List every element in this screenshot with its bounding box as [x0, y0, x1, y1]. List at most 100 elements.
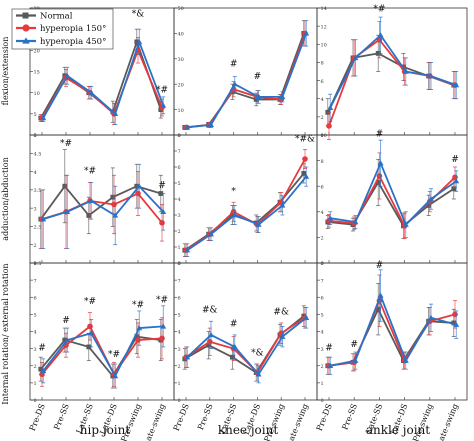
data-point-hyperopia-150-hip-rot-4 — [135, 337, 141, 343]
y-tick-label-ankle-add-1: 2 — [321, 236, 324, 242]
y-tick-label-hip-rot-1: 1 — [34, 381, 37, 387]
data-point-normal-hip-add-3 — [110, 194, 116, 200]
data-point-normal-ankle-rot-2 — [375, 306, 381, 312]
data-point-hyperopia-450-knee-flex-0 — [184, 124, 191, 130]
data-point-hyperopia-450-ankle-rot-0 — [327, 362, 334, 368]
series-hyperopia-450-ankle-rot — [327, 269, 460, 375]
data-point-normal-hip-add-2 — [86, 213, 92, 218]
significance-label-ankle-flex-0: *# — [373, 5, 385, 15]
y-tick-label-knee-rot-6: 6 — [178, 295, 181, 301]
data-point-hyperopia-450-ankle-flex-5 — [453, 82, 460, 88]
y-tick-label-hip-add-0: 1.5 — [34, 261, 42, 267]
data-point-hyperopia-450-knee-rot-4 — [279, 333, 286, 339]
data-point-hyperopia-450-knee-flex-1 — [208, 121, 214, 128]
data-point-hyperopia-450-hip-add-0 — [40, 216, 47, 222]
data-point-normal-knee-rot-1 — [206, 342, 211, 348]
significance-label-hip-flex-0: *& — [132, 9, 145, 19]
data-point-hyperopia-150-ankle-rot-5 — [452, 311, 458, 318]
data-point-normal-hip-rot-0 — [38, 366, 44, 372]
column-label-ankle: ankle joint — [366, 423, 430, 437]
y-tick-label-hip-add-6: 4.5 — [34, 151, 42, 157]
y-tick-label-ankle-flex-2: 4 — [321, 97, 324, 103]
y-tick-label-ankle-flex-1: 2 — [321, 115, 324, 121]
legend-label-normal: Normal — [40, 12, 73, 22]
y-tick-label-ankle-flex-0: 0 — [321, 133, 324, 139]
data-point-hyperopia-150-ankle-add-5 — [452, 174, 458, 181]
y-tick-layer: 05101520253001020304050024681012141.522.… — [28, 6, 460, 441]
data-point-normal-knee-add-5 — [301, 171, 307, 176]
y-tick-label-knee-rot-5: 5 — [178, 313, 181, 319]
y-tick-label-hip-rot-8: 8 — [34, 261, 37, 267]
x-tick-label-knee-rot-1: Pre-SS — [196, 402, 215, 431]
data-point-hyperopia-450-knee-flex-2 — [231, 81, 238, 87]
significance-label-ankle-rot-2: # — [376, 261, 384, 271]
row-label-rotation: Internal rotation/ external rotation — [1, 263, 10, 404]
series-line-hyperopia-450-hip-rot — [42, 325, 164, 377]
y-tick-label-ankle-rot-0: 0 — [321, 398, 324, 404]
data-point-hyperopia-150-knee-add-5 — [302, 156, 308, 162]
y-tick-label-ankle-flex-4: 8 — [321, 61, 324, 67]
y-tick-label-hip-add-5: 4 — [34, 170, 37, 176]
y-tick-label-hip-rot-0: 0 — [34, 398, 37, 404]
data-point-normal-knee-flex-3 — [253, 97, 259, 102]
data-point-hyperopia-450-ankle-rot-4 — [428, 314, 434, 320]
data-point-hyperopia-450-ankle-rot-5 — [453, 321, 460, 327]
significance-label-hip-rot-0: # — [38, 343, 46, 353]
series-line-normal-ankle-rot — [327, 308, 454, 367]
significance-label-knee-rot-2: *& — [251, 348, 264, 358]
series-line-normal-knee-flex — [184, 33, 305, 129]
data-point-hyperopia-450-hip-flex-2 — [88, 89, 95, 95]
data-point-normal-hip-add-5 — [158, 191, 164, 196]
data-point-hyperopia-450-ankle-rot-3 — [402, 357, 409, 363]
legend-label-hyperopia-150: hyperopia 150° — [40, 24, 106, 34]
annotation-layer: *& *# # # *# *# *# # * *#& # # # # *# *# *# *# #& # *& #& # # # — [38, 5, 459, 361]
y-tick-label-hip-rot-3: 3 — [34, 347, 37, 353]
x-tick-label-hip-rot-5: Late-swing — [142, 402, 167, 441]
significance-label-hip-rot-3: *# — [108, 350, 120, 360]
data-point-hyperopia-450-knee-rot-5 — [303, 314, 310, 320]
series-normal-knee-add — [182, 163, 307, 257]
y-tick-label-ankle-add-5: 10 — [321, 133, 327, 139]
y-tick-label-hip-add-1: 2 — [34, 243, 37, 249]
data-point-hyperopia-450-knee-add-4 — [279, 202, 286, 208]
data-point-hyperopia-450-hip-rot-1 — [64, 337, 71, 343]
series-line-hyperopia-150-knee-rot — [185, 317, 306, 374]
series-line-hyperopia-450-ankle-add — [330, 162, 457, 226]
series-line-normal-knee-rot — [184, 315, 305, 374]
series-line-normal-ankle-flex — [326, 52, 455, 113]
y-tick-label-knee-rot-7: 7 — [178, 278, 181, 284]
y-tick-label-hip-flex-3: 15 — [34, 70, 40, 76]
data-point-normal-hip-add-4 — [134, 183, 140, 189]
data-point-hyperopia-450-ankle-add-5 — [453, 178, 460, 184]
significance-label-knee-rot-0: #& — [202, 306, 218, 316]
y-tick-label-knee-add-4: 4 — [178, 197, 181, 203]
series-hyperopia-450-ankle-add — [327, 139, 460, 238]
data-point-hyperopia-450-hip-flex-0 — [40, 115, 47, 121]
series-line-hyperopia-450-knee-rot — [186, 317, 307, 376]
series-hyperopia-450-knee-add — [184, 166, 310, 257]
y-tick-label-ankle-add-2: 4 — [321, 210, 324, 216]
column-label-knee: knee joint — [218, 423, 279, 437]
series-line-hyperopia-450-knee-add — [186, 176, 307, 251]
series-line-hyperopia-150-hip-rot — [41, 325, 163, 376]
significance-label-hip-flex-1: *# — [156, 86, 168, 96]
y-tick-label-ankle-rot-2: 2 — [321, 364, 324, 370]
significance-label-hip-rot-5: *# — [156, 295, 168, 305]
data-point-hyperopia-150-hip-add-5 — [159, 219, 165, 226]
panel-frame-knee-flex — [173, 7, 318, 136]
y-tick-label-hip-rot-2: 2 — [34, 364, 37, 370]
data-point-hyperopia-450-hip-add-1 — [64, 208, 71, 214]
data-point-normal-ankle-add-2 — [375, 179, 381, 185]
y-tick-label-ankle-rot-7: 7 — [321, 278, 324, 284]
significance-label-hip-add-2: # — [158, 181, 166, 191]
data-point-hyperopia-450-knee-add-3 — [255, 221, 262, 227]
data-point-hyperopia-450-ankle-flex-4 — [428, 73, 434, 79]
data-point-hyperopia-450-knee-add-5 — [303, 173, 310, 179]
data-point-hyperopia-450-knee-rot-1 — [208, 331, 214, 338]
data-point-hyperopia-450-hip-flex-5 — [160, 102, 167, 108]
y-tick-label-knee-rot-1: 1 — [178, 381, 181, 387]
y-tick-label-hip-add-7: 5 — [34, 133, 37, 139]
data-point-hyperopia-450-hip-add-4 — [136, 183, 143, 189]
series-line-hyperopia-450-hip-add — [42, 185, 164, 220]
y-tick-label-ankle-rot-1: 1 — [321, 381, 324, 387]
